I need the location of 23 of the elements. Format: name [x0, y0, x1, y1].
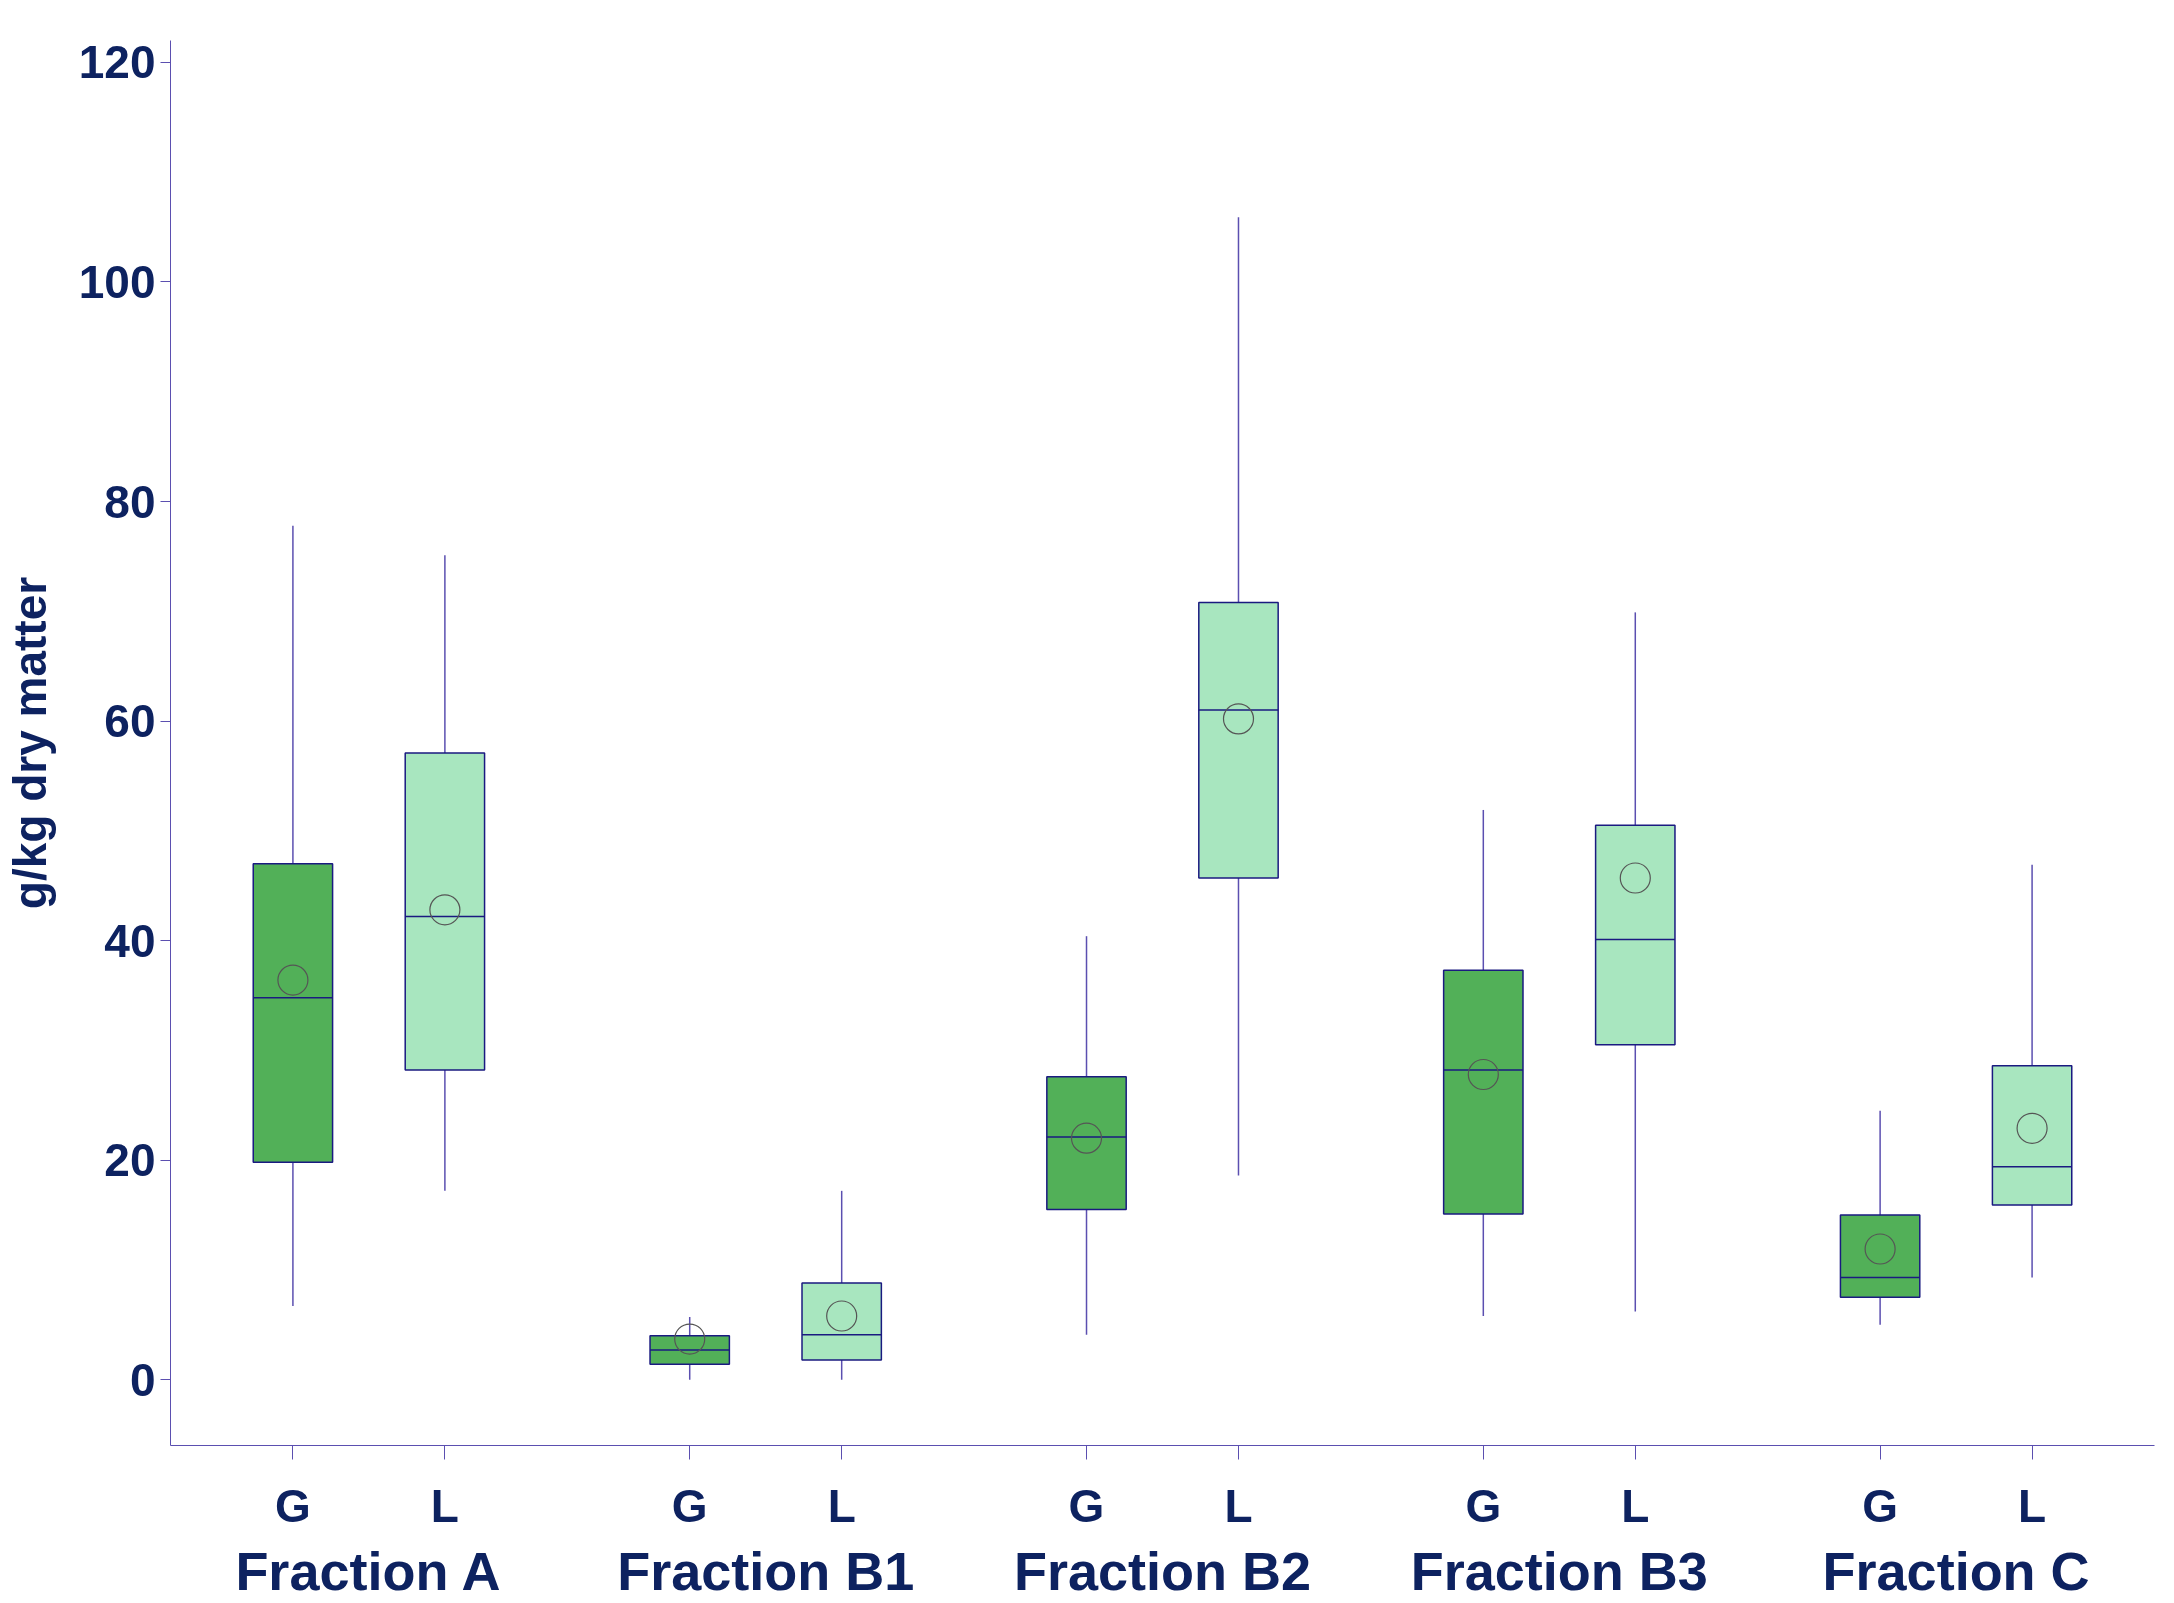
text: G — [1068, 1479, 1105, 1532]
text: L — [2018, 1479, 2047, 1532]
x-tick-label: Fraction C — [1822, 1540, 2090, 1601]
text: L — [430, 1479, 459, 1532]
x-tick-label: Fraction B1 — [617, 1540, 915, 1601]
text: G — [275, 1479, 311, 1532]
y-tick-label: 80 — [104, 475, 156, 528]
y-tick-label: 0 — [129, 1353, 156, 1406]
x-tick-label: Fraction A — [235, 1540, 501, 1601]
text: G — [1465, 1479, 1502, 1532]
y-tick-label: 20 — [104, 1134, 156, 1187]
x-tick-label: Fraction B3 — [1410, 1540, 1708, 1601]
y-tick-label: 100 — [78, 255, 156, 308]
text: G — [1862, 1479, 1898, 1532]
y-tick-label: 120 — [78, 36, 156, 89]
y-tick-label: 60 — [104, 695, 156, 748]
y-axis-title: g/kg dry matter — [3, 576, 56, 910]
text: L — [1224, 1479, 1253, 1532]
x-tick-label: Fraction B2 — [1013, 1540, 1312, 1601]
text: L — [827, 1479, 856, 1532]
text: G — [671, 1479, 708, 1532]
text: L — [1621, 1479, 1650, 1532]
y-tick-label: 40 — [104, 914, 156, 967]
